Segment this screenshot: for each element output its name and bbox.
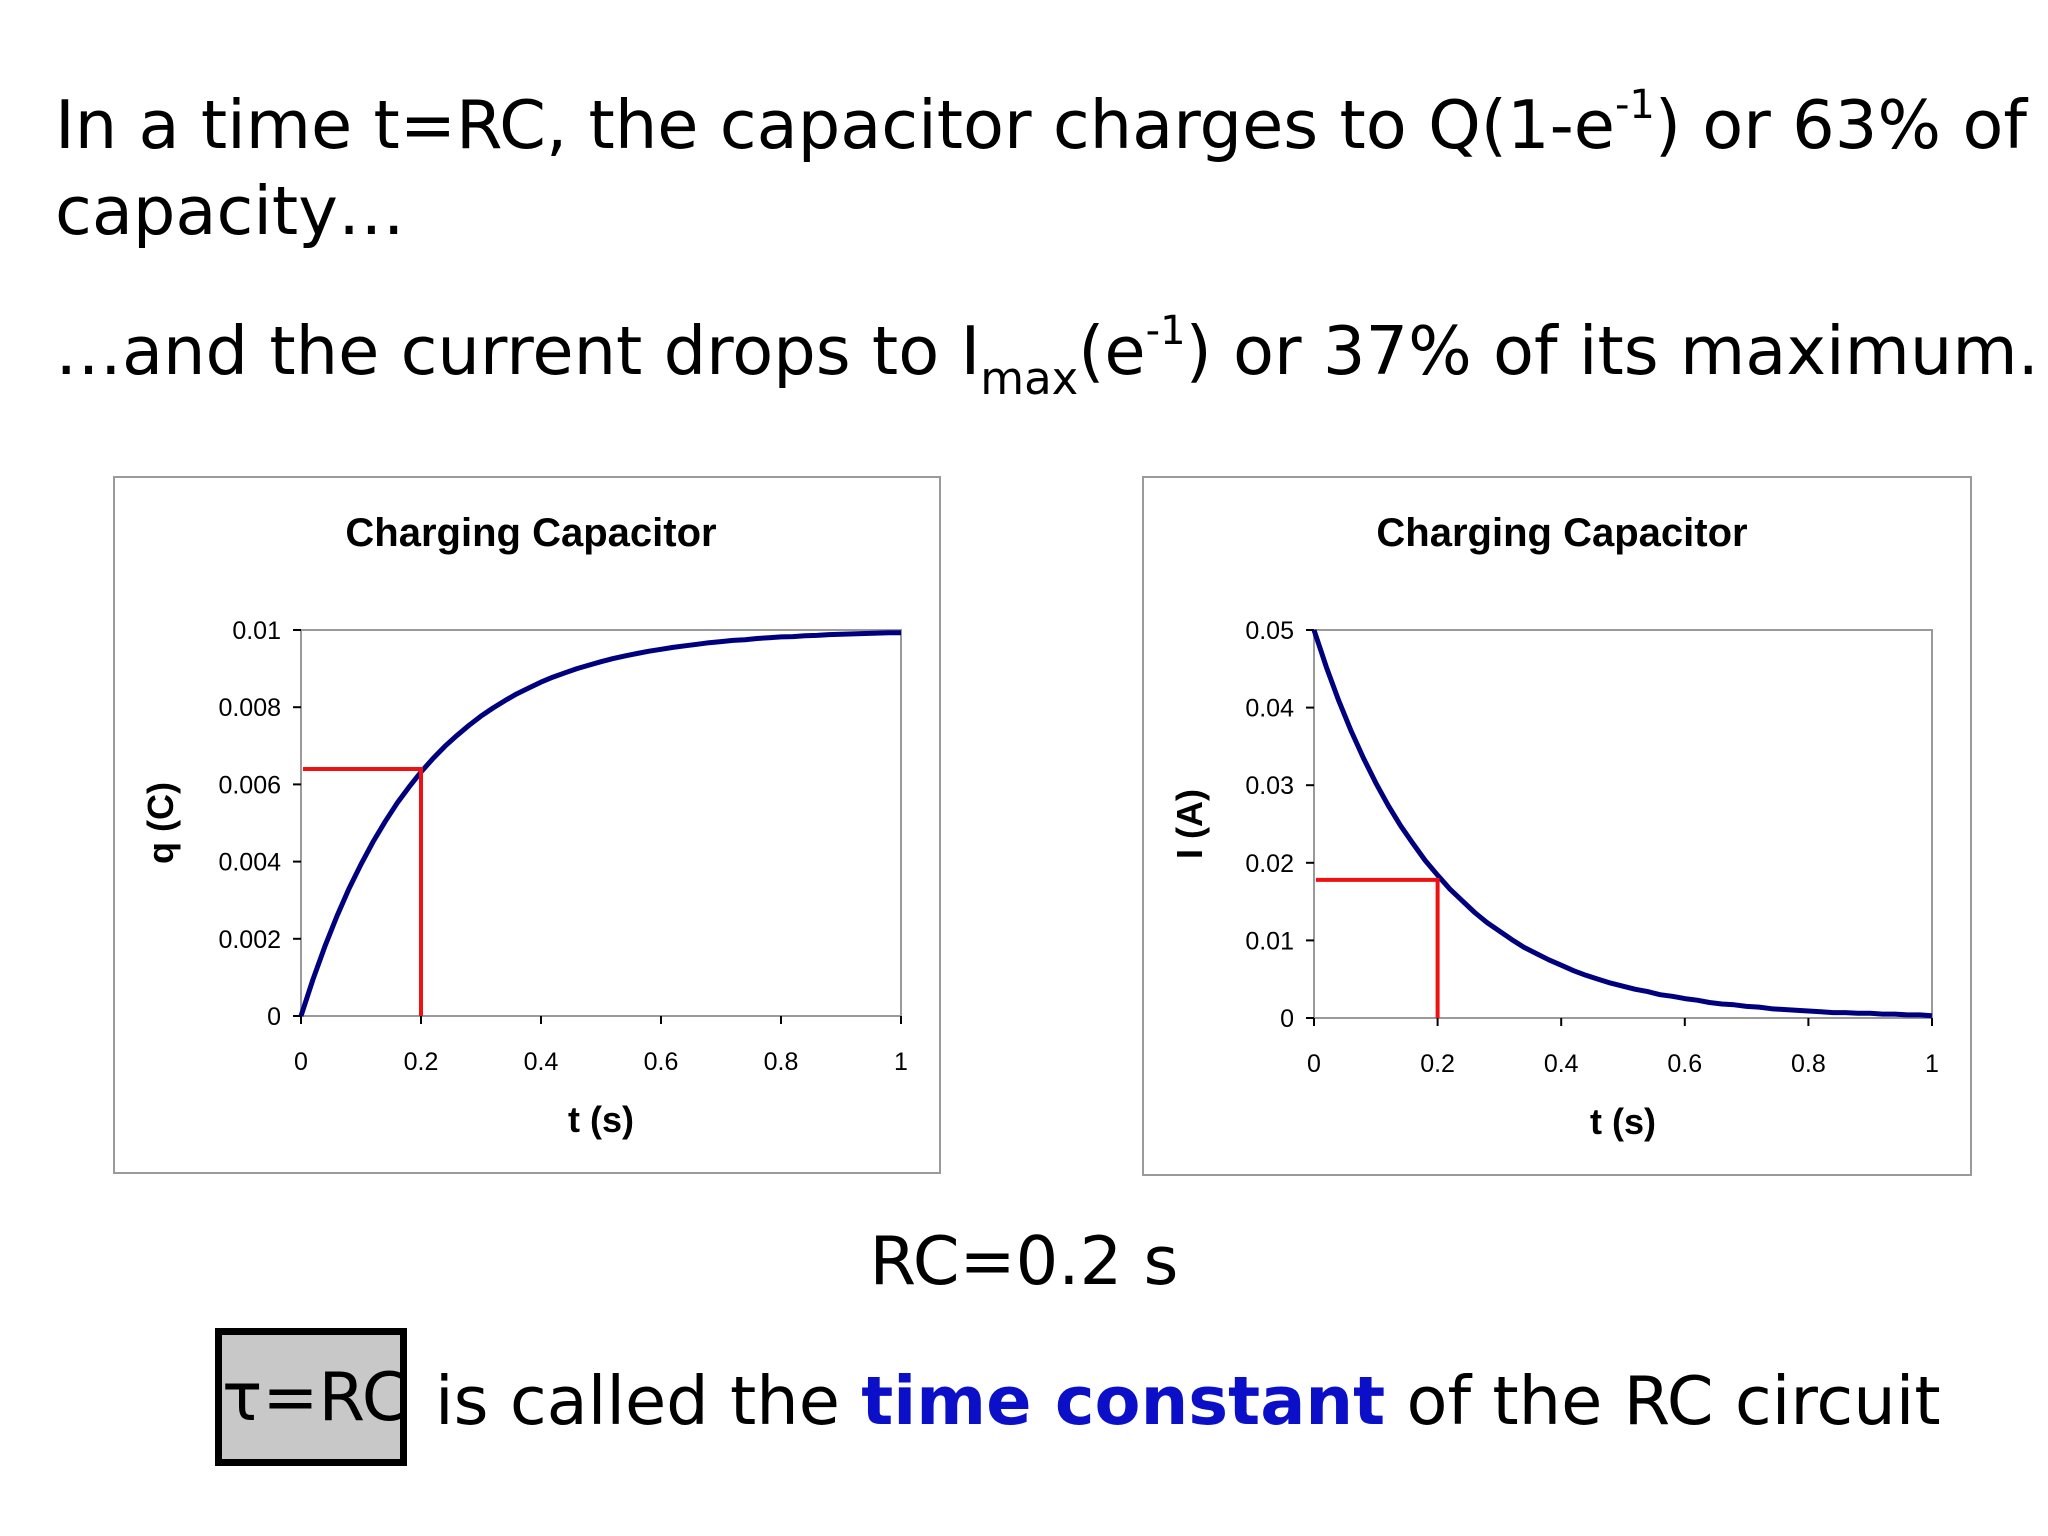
rc-value: RC=0.2 s — [869, 1222, 1179, 1300]
charge-y-axis-label: q (C) — [140, 782, 181, 864]
current-x-tick-label: 0.4 — [1544, 1050, 1579, 1078]
heading-line-1-exponent: -1 — [1614, 82, 1655, 128]
current-x-tick-label: 0.8 — [1791, 1050, 1826, 1078]
current-y-tick-label: 0.03 — [1245, 772, 1294, 800]
charge-series-line — [298, 630, 901, 1017]
heading-line-1-tail: ) or 63% of its — [1654, 86, 2048, 164]
charge-x-tick-label: 0 — [294, 1048, 308, 1076]
charge-time-constant-marker — [303, 766, 423, 1016]
charge-x-tick-label: 0.8 — [764, 1048, 799, 1076]
heading-line-1-text: In a time t=RC, the capacitor charges to… — [55, 86, 1615, 164]
current-series-line — [1311, 629, 1933, 1019]
heading-line-3-tail: ) or 37% of its maximum. — [1185, 312, 2039, 390]
current-plot-area — [1313, 629, 1933, 1019]
charge-y-tick-label: 0.008 — [218, 694, 281, 722]
definition-highlight: time constant — [861, 1362, 1386, 1440]
time-constant-definition: is called the time constant of the RC ci… — [435, 1368, 1941, 1435]
current-y-tick-label: 0 — [1280, 1005, 1294, 1033]
charge-chart-svg: Charging Capacitor 0 0.2 0.4 0.6 0.8 1 0 0.002 0.… — [140, 511, 908, 1140]
heading-line-3: …and the current drops to Imax(e-1) or 3… — [55, 311, 2039, 401]
heading-line-2: capacity… — [55, 172, 405, 250]
charge-y-tick-label: 0.002 — [218, 926, 281, 954]
current-time-constant-marker — [1316, 877, 1440, 1018]
heading-line-3-text: …and the current drops to I — [55, 312, 981, 390]
charge-y-tick-label: 0.004 — [218, 849, 281, 877]
current-y-tick-label: 0.01 — [1245, 927, 1294, 955]
charge-x-axis-label: t (s) — [568, 1099, 634, 1140]
heading-line-3-subscript: max — [980, 352, 1079, 405]
current-x-tick-label: 0 — [1307, 1050, 1321, 1078]
definition-pre: is called the — [435, 1362, 840, 1440]
current-chart: Charging Capacitor 0 0.2 0.4 0.6 0.8 1 0 0.01 0.0… — [1142, 476, 1972, 1176]
charge-x-tick-label: 0.6 — [644, 1048, 679, 1076]
current-chart-title: Charging Capacitor — [1376, 511, 1747, 555]
current-chart-svg: Charging Capacitor 0 0.2 0.4 0.6 0.8 1 0 0.01 0.0… — [1169, 511, 1939, 1142]
charge-x-tick-label: 1 — [894, 1048, 908, 1076]
charge-y-tick-label: 0.01 — [232, 617, 281, 645]
charge-chart: Charging Capacitor 0 0.2 0.4 0.6 0.8 1 0 0.002 0.… — [113, 476, 941, 1174]
current-y-tick-label: 0.05 — [1245, 617, 1294, 645]
current-y-axis-label: I (A) — [1169, 789, 1210, 859]
charge-plot-area — [300, 629, 902, 1017]
heading-line-3-exponent: -1 — [1145, 308, 1186, 354]
current-x-axis-label: t (s) — [1590, 1101, 1656, 1142]
charge-y-tick-label: 0.006 — [218, 771, 281, 799]
charge-y-tick-label: 0 — [267, 1003, 281, 1031]
definition-post: of the RC circuit — [1406, 1362, 1941, 1440]
heading-line-1: In a time t=RC, the capacitor charges to… — [55, 85, 2048, 159]
current-x-tick-label: 0.6 — [1667, 1050, 1702, 1078]
current-x-tick-label: 0.2 — [1420, 1050, 1455, 1078]
tau-box: τ=RC — [215, 1328, 408, 1466]
current-y-tick-label: 0.02 — [1245, 850, 1294, 878]
current-x-tick-label: 1 — [1925, 1050, 1939, 1078]
heading-line-3-mid: (e — [1078, 312, 1146, 390]
charge-chart-title: Charging Capacitor — [345, 511, 716, 555]
current-y-tick-label: 0.04 — [1245, 695, 1294, 723]
charge-x-tick-label: 0.2 — [404, 1048, 439, 1076]
charge-x-tick-label: 0.4 — [524, 1048, 559, 1076]
